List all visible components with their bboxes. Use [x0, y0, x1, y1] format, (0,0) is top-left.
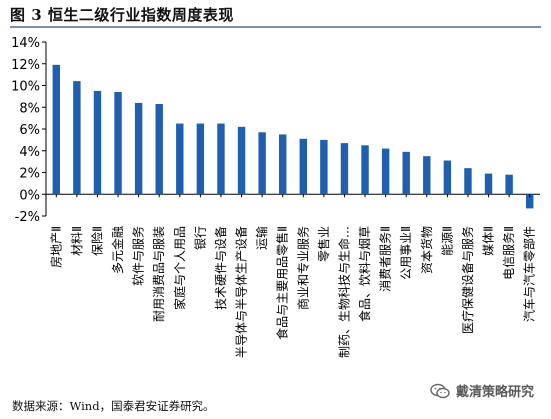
bars: [52, 64, 534, 209]
wechat-icon: [430, 383, 450, 398]
y-tick-label: 6%: [19, 123, 40, 138]
bar: [505, 174, 513, 195]
x-tick-label: 半导体与半导体生产设备: [235, 226, 249, 358]
bar: [402, 151, 410, 195]
x-tick-label: 资本货物: [419, 226, 434, 274]
y-tick-label: 4%: [19, 145, 40, 160]
watermark: 戴清策略研究: [430, 381, 534, 400]
bar: [320, 139, 328, 195]
x-tick-label: 公用事业Ⅱ: [399, 226, 413, 280]
x-tick-label: 消费者服务Ⅱ: [378, 226, 393, 292]
x-tick-label: 媒体Ⅱ: [482, 226, 496, 256]
y-tick-label: 2%: [19, 167, 40, 182]
bar: [299, 138, 307, 195]
x-tick-label: 医疗保健设备与服务: [460, 226, 475, 334]
bar: [526, 194, 534, 209]
bar: [361, 145, 369, 195]
x-tick-label: 商业和专业服务: [295, 226, 310, 310]
bar: [340, 143, 349, 195]
x-tick-label: 电信服务Ⅱ: [501, 226, 516, 280]
x-tick-label: 多元金融: [110, 226, 125, 274]
x-tick-label: 食品、饮料与烟草: [357, 226, 372, 322]
y-tick-label: 14%: [11, 36, 40, 51]
x-tick-label: 技术硬件与设备: [214, 226, 228, 310]
bar: [73, 81, 81, 195]
bar: [237, 126, 246, 195]
x-tick-label: 材料Ⅱ: [70, 226, 84, 256]
chart-title: 图 3 恒生二级行业指数周度表现: [10, 6, 234, 24]
x-tick-label: 房地产Ⅱ: [48, 226, 63, 268]
x-tick-label: 制药、生物科技与生命…: [336, 226, 351, 358]
y-tick-label: 10%: [11, 80, 40, 95]
x-tick-label: 软件与服务: [131, 226, 146, 286]
x-tick-label: 汽车与汽车零部件: [522, 226, 537, 322]
x-tick-label: 家庭与个人用品: [172, 226, 187, 310]
bar: [381, 148, 390, 195]
bar: [279, 134, 287, 195]
bar: [217, 123, 225, 195]
source-note: 数据来源：Wind，国泰君安证券研究。: [12, 399, 215, 413]
bar: [134, 102, 143, 195]
x-tick-label: 保险Ⅱ: [89, 226, 104, 256]
y-tick-label: 12%: [11, 58, 40, 73]
x-tick-label: 能源Ⅱ: [440, 226, 454, 256]
bar: [423, 156, 431, 195]
bar: [443, 160, 452, 195]
bar: [176, 123, 184, 195]
bar: [93, 90, 102, 195]
bar: [258, 132, 266, 195]
bar: [196, 123, 205, 195]
bar: [114, 92, 122, 195]
x-tick-label: 耐用消费品与服装: [152, 226, 166, 322]
y-axis: -2% 0% 2% 4% 6% 8% 10% 12% 14%: [11, 36, 540, 225]
x-tick-label: 零售业: [316, 226, 331, 262]
x-tick-label: 银行: [193, 226, 207, 250]
y-tick-label: -2%: [15, 210, 40, 225]
bar-chart: -2% 0% 2% 4% 6% 8% 10% 12% 14% 房地产Ⅱ 材料Ⅱ 保险Ⅱ 多元金融 软件与…: [11, 36, 540, 358]
bar: [155, 103, 163, 195]
watermark-text: 戴清策略研究: [456, 385, 535, 400]
x-tick-label: 运输: [254, 226, 269, 250]
bar: [52, 64, 60, 195]
x-axis-labels: 房地产Ⅱ 材料Ⅱ 保险Ⅱ 多元金融 软件与服务 耐用消费品与服装 家庭与个人用品 银行 技术硬件…: [48, 194, 537, 358]
y-tick-label: 8%: [19, 101, 40, 116]
bar: [464, 168, 472, 195]
title-divider: [10, 26, 541, 28]
bar: [484, 173, 493, 195]
x-tick-label: 食品与主要用品零售Ⅱ: [275, 226, 290, 340]
y-tick-label: 0%: [19, 188, 40, 203]
